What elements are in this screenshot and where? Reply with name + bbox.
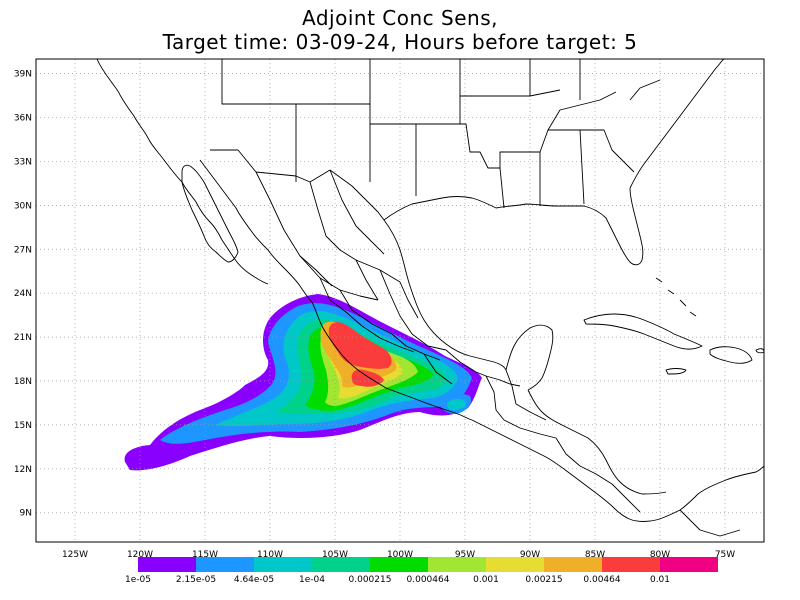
lat-tick-label: 12N [14,465,32,475]
lat-tick-label: 33N [14,157,32,167]
map-frame [35,58,765,543]
lat-tick-label: 9N [20,509,32,519]
colorbar-swatch [196,557,254,572]
colorbar-label: 2.15e-05 [176,575,216,585]
colorbar-swatch [254,557,312,572]
contour-level-10 [351,369,384,387]
lon-tick-label: 125W [62,550,88,560]
colorbar-label: 0.00215 [525,575,562,585]
colorbar-swatch [660,557,718,572]
colorbar-label: 0.000215 [349,575,392,585]
colorbar-swatch [428,557,486,572]
lon-tick-label: 90W [520,550,540,560]
colorbar: 1e-05 2.15e-05 4.64e-05 1e-04 0.000215 0.0004… [125,557,718,585]
sensitivity-field [124,294,482,471]
lon-tick-label: 95W [455,550,475,560]
lon-tick-label: 85W [585,550,605,560]
colorbar-swatch [138,557,196,572]
lon-tick-label: 75W [715,550,735,560]
colorbar-swatch [486,557,544,572]
lon-tick-label: 120W [127,550,153,560]
lon-tick-label: 115W [192,550,218,560]
lat-tick-label: 21N [14,333,32,343]
colorbar-swatch [544,557,602,572]
lon-tick-label: 110W [257,550,283,560]
lat-tick-label: 18N [14,377,32,387]
lat-tick-label: 24N [14,289,32,299]
lon-tick-label: 80W [650,550,670,560]
colorbar-label: 0.001 [473,575,499,585]
colorbar-label: 0.01 [650,575,670,585]
colorbar-label: 4.64e-05 [234,575,274,585]
lat-tick-label: 30N [14,201,32,211]
contour-patch [447,399,466,410]
lon-tick-label: 100W [387,550,413,560]
figure-title: Adjoint Conc Sens, [302,6,498,30]
colorbar-swatch [312,557,370,572]
colorbar-label: 0.00464 [583,575,620,585]
longitude-tick-labels: 125W 120W 115W 110W 105W 100W 95W 90W 85W 80W 75W [62,550,735,560]
colorbar-label: 0.000464 [407,575,450,585]
lat-tick-label: 27N [14,245,32,255]
lat-tick-label: 39N [14,70,32,80]
graticule [36,59,764,542]
colorbar-label: 1e-05 [125,575,151,585]
colorbar-label: 1e-04 [299,575,325,585]
latitude-tick-labels: 9N 12N 15N 18N 21N 24N 27N 30N 33N 36N 39N [14,70,32,519]
coastlines-and-borders [96,59,764,537]
lon-tick-label: 105W [322,550,348,560]
colorbar-swatch [370,557,428,572]
colorbar-swatch [602,557,660,572]
lat-tick-label: 36N [14,114,32,124]
figure-subtitle: Target time: 03-09-24, Hours before targ… [162,30,638,54]
lat-tick-label: 15N [14,421,32,431]
